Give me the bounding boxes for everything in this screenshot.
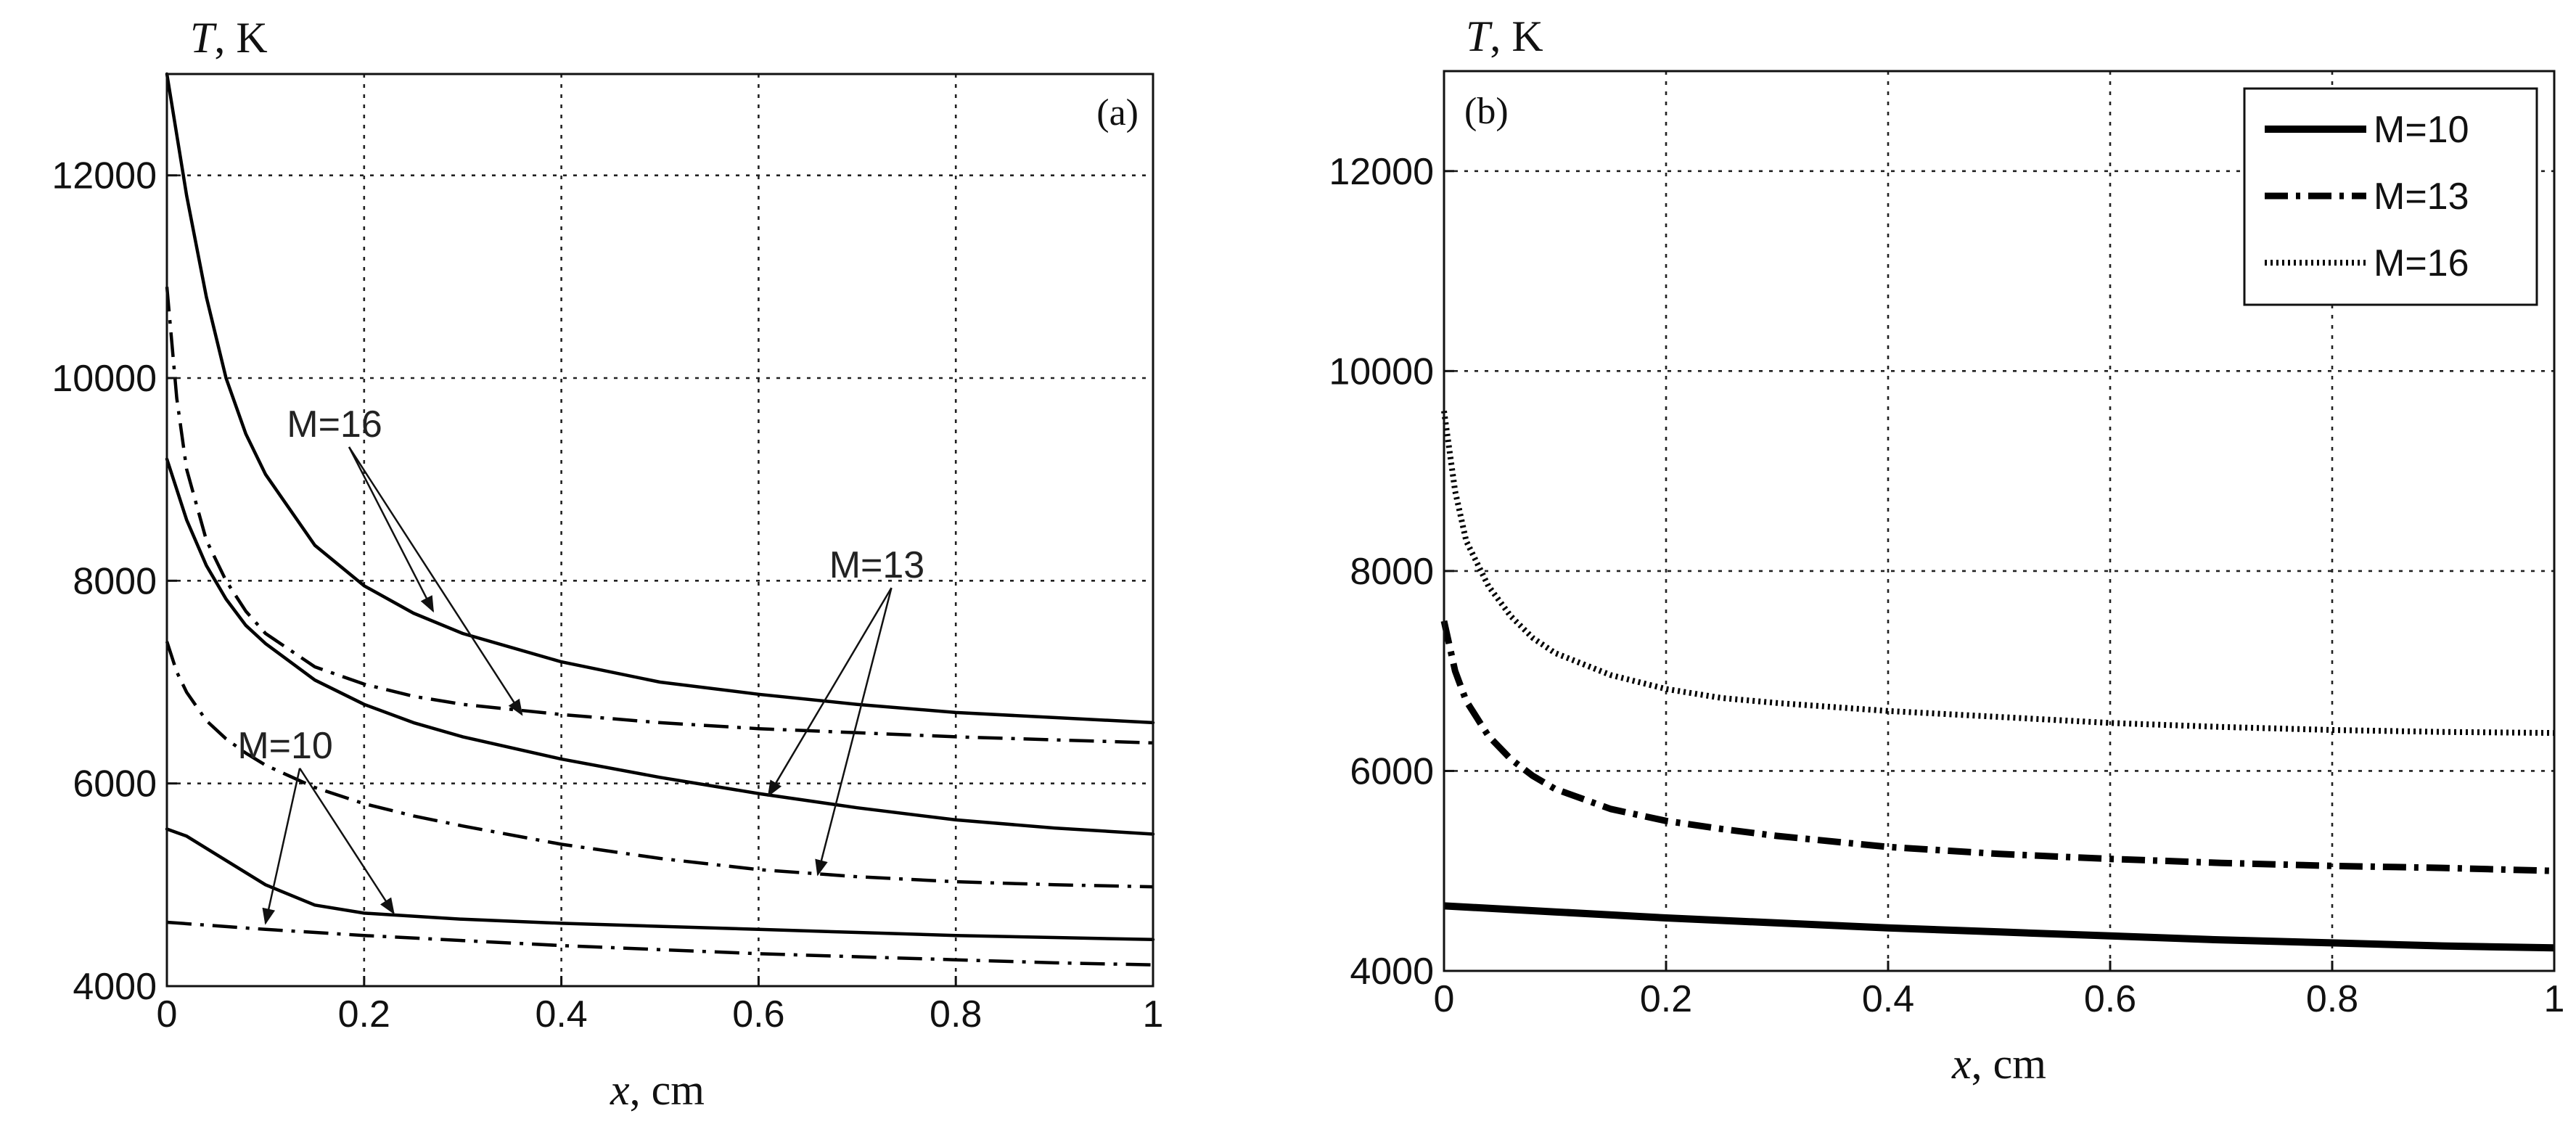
panel-a-x-axis-var: x [610,1066,630,1114]
b-x-tick-label: 1 [2544,978,2565,1020]
panel-b-tag: (b) [1464,91,1509,132]
panel-b-y-axis-var: T [1466,12,1493,60]
b-y-tick-label: 6000 [1350,750,1434,792]
panel-a-y-axis-label: T, K [190,14,268,62]
a-series-line-4 [165,827,1155,942]
a-x-tick-label: 0.4 [535,993,587,1035]
a-x-tick-label: 0 [157,993,178,1035]
b-x-tick-label: 0 [1434,978,1455,1020]
b-y-tick-label: 8000 [1350,551,1434,593]
legend-box [2243,87,2538,306]
panel-a-chart: M=16 M=13 M=10 0 0.2 0.4 0.6 0.8 1 4000 6000 8000 1… [52,14,1163,1114]
b-y-tick-label: 4000 [1350,951,1434,993]
panel-a-annotation-arrow [299,768,395,915]
a-series-line-0 [165,72,1155,725]
a-y-tick-label: 8000 [73,560,157,602]
b-series-line-0 [1443,902,2555,952]
panel-a-y-axis-var: T [190,14,217,62]
panel-a-annotations: M=16 M=13 M=10 [237,403,925,925]
a-x-tick-label: 0.8 [930,993,982,1035]
panel-a-annotation-label: M=10 [237,725,333,767]
b-y-tick-label: 10000 [1329,350,1434,393]
a-series-line-2 [165,457,1155,836]
a-y-tick-label: 10000 [52,358,157,400]
panel-b-legend: M=10 M=13 M=16 [2243,87,2538,306]
panel-b-y-axis-unit: , K [1490,12,1543,60]
panel-b-y-axis-label: T, K [1466,12,1543,60]
panel-a-y-axis-unit: , K [214,14,267,62]
a-series-line-3 [165,641,1154,889]
panel-a-annotation-arrow [348,446,435,613]
a-series-line-1 [165,287,1154,745]
b-x-tick-label: 0.2 [1640,978,1692,1020]
a-series-line-5 [166,920,1154,967]
a-y-tick-label: 6000 [73,763,157,805]
panel-a-annotation-arrow [348,446,523,716]
a-y-tick-label: 4000 [73,966,157,1008]
a-x-tick-label: 0.2 [338,993,390,1035]
panel-a-annotation-label: M=13 [829,544,925,586]
panel-a-grid [167,74,1153,986]
legend-label: M=10 [2374,109,2469,151]
panel-b-plot-frame [1443,70,2556,972]
panel-a-series [165,72,1155,967]
panel-b-ticks: 0 0.2 0.4 0.6 0.8 1 4000 6000 8000 10000 12000 [1329,151,2564,1020]
panel-a-annotation-arrow [767,587,893,797]
panel-b-chart: 0 0.2 0.4 0.6 0.8 1 4000 6000 8000 10000 12000 (b)… [1329,12,2564,1088]
a-x-tick-label: 0.6 [732,993,784,1035]
b-x-tick-label: 0.6 [2084,978,2136,1020]
legend-label: M=16 [2374,242,2469,284]
a-x-tick-label: 1 [1143,993,1164,1035]
panel-b-x-axis-label: x, cm [1951,1040,2046,1088]
panel-a-x-axis-label: x, cm [610,1066,705,1114]
legend-label: M=13 [2374,176,2469,218]
panel-a-plot-frame [165,73,1154,988]
panel-a-annotation-label: M=16 [287,403,382,446]
b-x-tick-label: 0.8 [2306,978,2358,1020]
panel-a-x-axis-unit: , cm [630,1066,705,1114]
panel-b-x-axis-var: x [1951,1040,1972,1088]
b-series-line-1 [1440,620,2555,874]
panel-a-ticks: 0 0.2 0.4 0.6 0.8 1 4000 6000 8000 10000 12000 [52,155,1163,1035]
panel-b-series [1440,410,2555,952]
b-y-tick-label: 12000 [1329,151,1434,193]
panel-a-tag: (a) [1096,92,1139,134]
panel-a-annotation-arrow [262,768,301,925]
panel-b-x-axis-unit: , cm [1972,1040,2046,1088]
a-y-tick-label: 12000 [52,155,157,197]
panel-a-annotation-arrow [815,587,893,877]
b-x-tick-label: 0.4 [1862,978,1914,1020]
b-series-line-2 [1441,410,2555,737]
